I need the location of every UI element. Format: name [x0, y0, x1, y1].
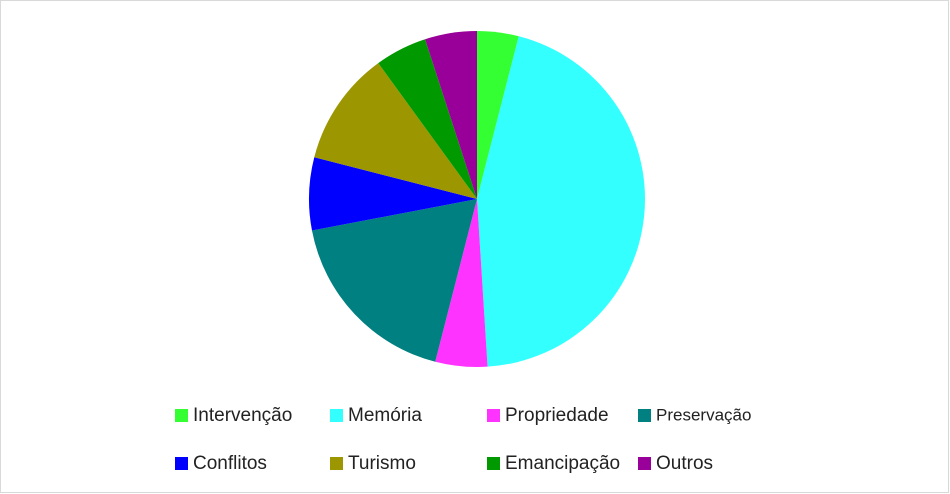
pie-slice	[425, 31, 477, 199]
legend-label: Memória	[348, 405, 422, 426]
pie-slice	[311, 199, 477, 362]
pie	[309, 31, 646, 368]
pie-slice	[477, 36, 646, 367]
legend: Intervenção Memória Propriedade Preservação…	[175, 405, 751, 474]
legend-label: Intervenção	[193, 405, 292, 426]
legend-label: Conflitos	[193, 453, 267, 474]
legend-swatch	[638, 409, 651, 422]
pie-slice	[378, 39, 477, 199]
legend-label: Emancipação	[505, 453, 620, 474]
pie-slice	[309, 157, 477, 231]
legend-label: Turismo	[348, 453, 416, 474]
legend-label: Propriedade	[505, 405, 609, 426]
legend-swatch	[487, 457, 500, 470]
legend-swatch	[487, 409, 500, 422]
legend-swatch	[638, 457, 651, 470]
pie-slice	[435, 199, 488, 368]
pie-slice	[314, 63, 477, 199]
legend-swatch	[175, 457, 188, 470]
legend-label: Outros	[656, 453, 713, 474]
legend-swatch	[175, 409, 188, 422]
legend-label: Preservação	[656, 405, 751, 424]
legend-swatch	[330, 457, 343, 470]
pie-slice	[477, 31, 519, 199]
legend-swatch	[330, 409, 343, 422]
